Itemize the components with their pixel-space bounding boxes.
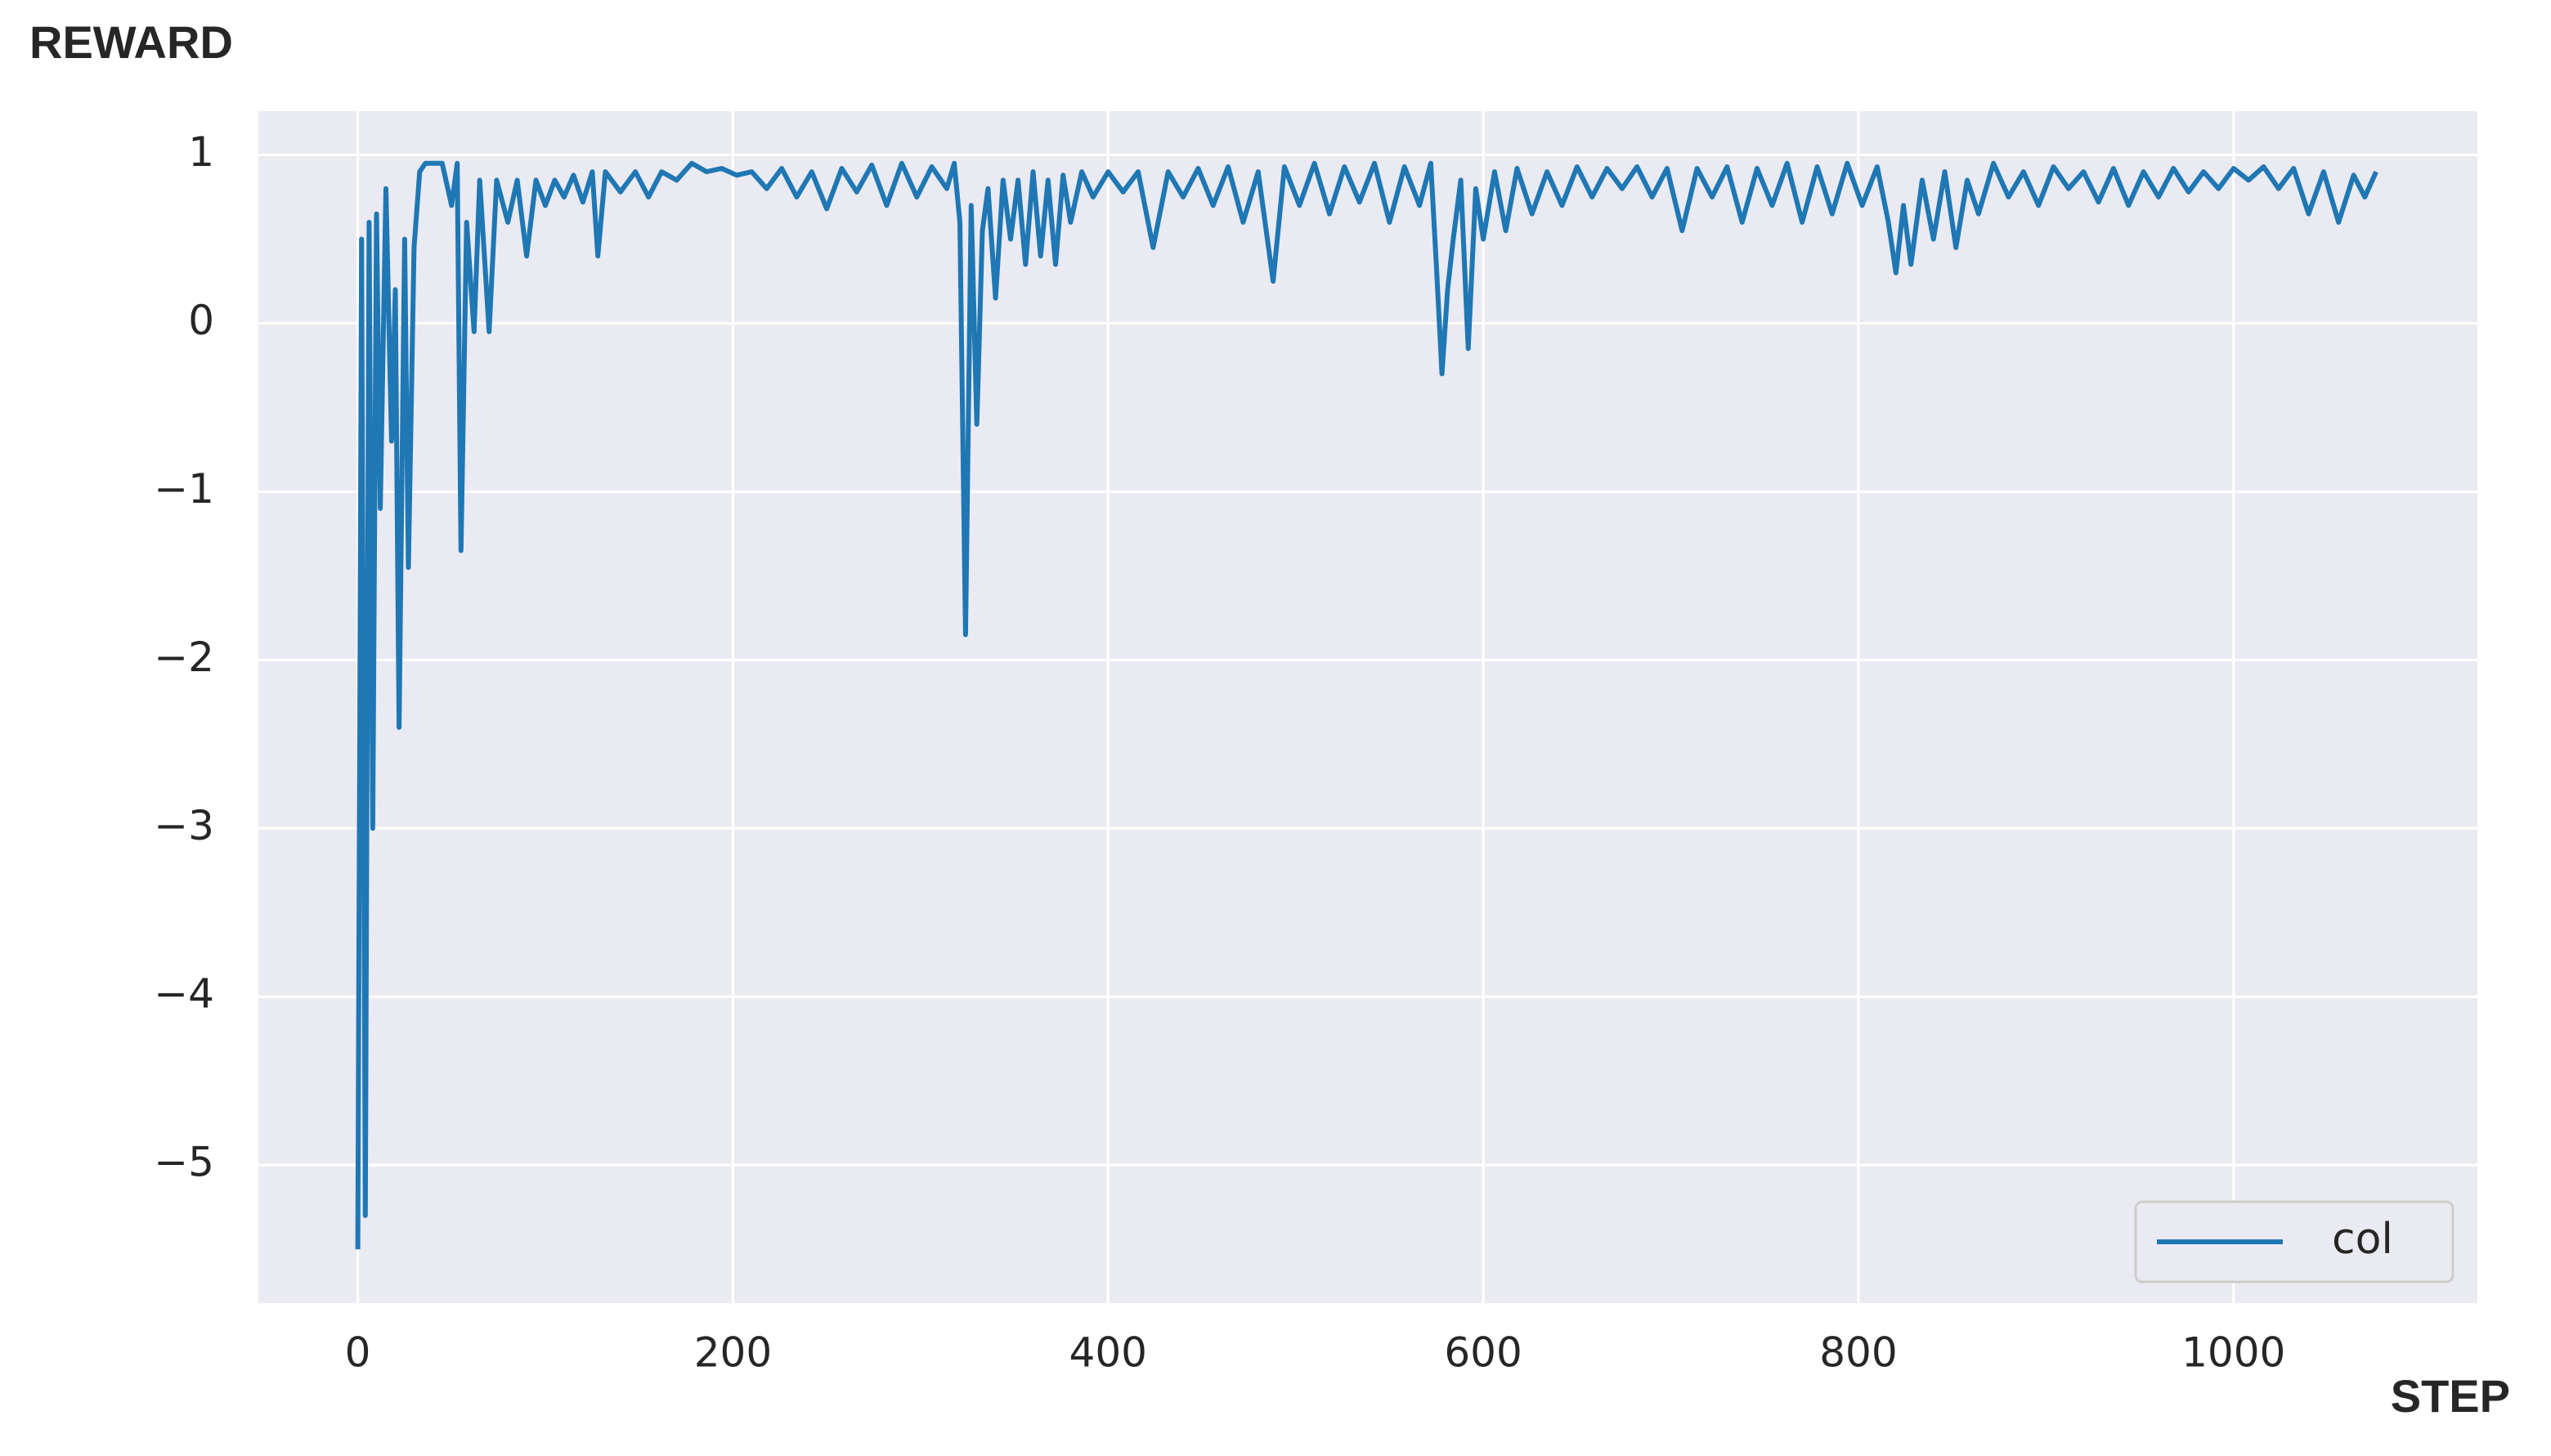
x-tick-label: 800: [1819, 1329, 1897, 1377]
y-tick-label: −5: [154, 1139, 214, 1186]
x-tick-label: 200: [694, 1329, 772, 1377]
y-tick-label: 0: [188, 297, 214, 344]
legend-label: col: [2332, 1215, 2393, 1264]
y-tick-label: −3: [154, 802, 214, 849]
y-tick-label: −2: [154, 634, 214, 681]
data-line: [355, 160, 2378, 1250]
y-tick-label: −4: [154, 970, 214, 1018]
plot-background: [258, 111, 2477, 1303]
x-tick-label: 1000: [2181, 1329, 2285, 1377]
x-axis-label: STEP: [2391, 1370, 2510, 1422]
x-tick-label: 400: [1069, 1329, 1147, 1377]
legend-box: [2134, 1200, 2455, 1284]
y-tick-label: 1: [188, 128, 214, 176]
x-tick-label: 600: [1444, 1329, 1522, 1377]
x-tick-label: 0: [345, 1329, 371, 1377]
y-tick-label: −1: [154, 465, 214, 513]
y-axis-label: REWARD: [29, 16, 233, 68]
